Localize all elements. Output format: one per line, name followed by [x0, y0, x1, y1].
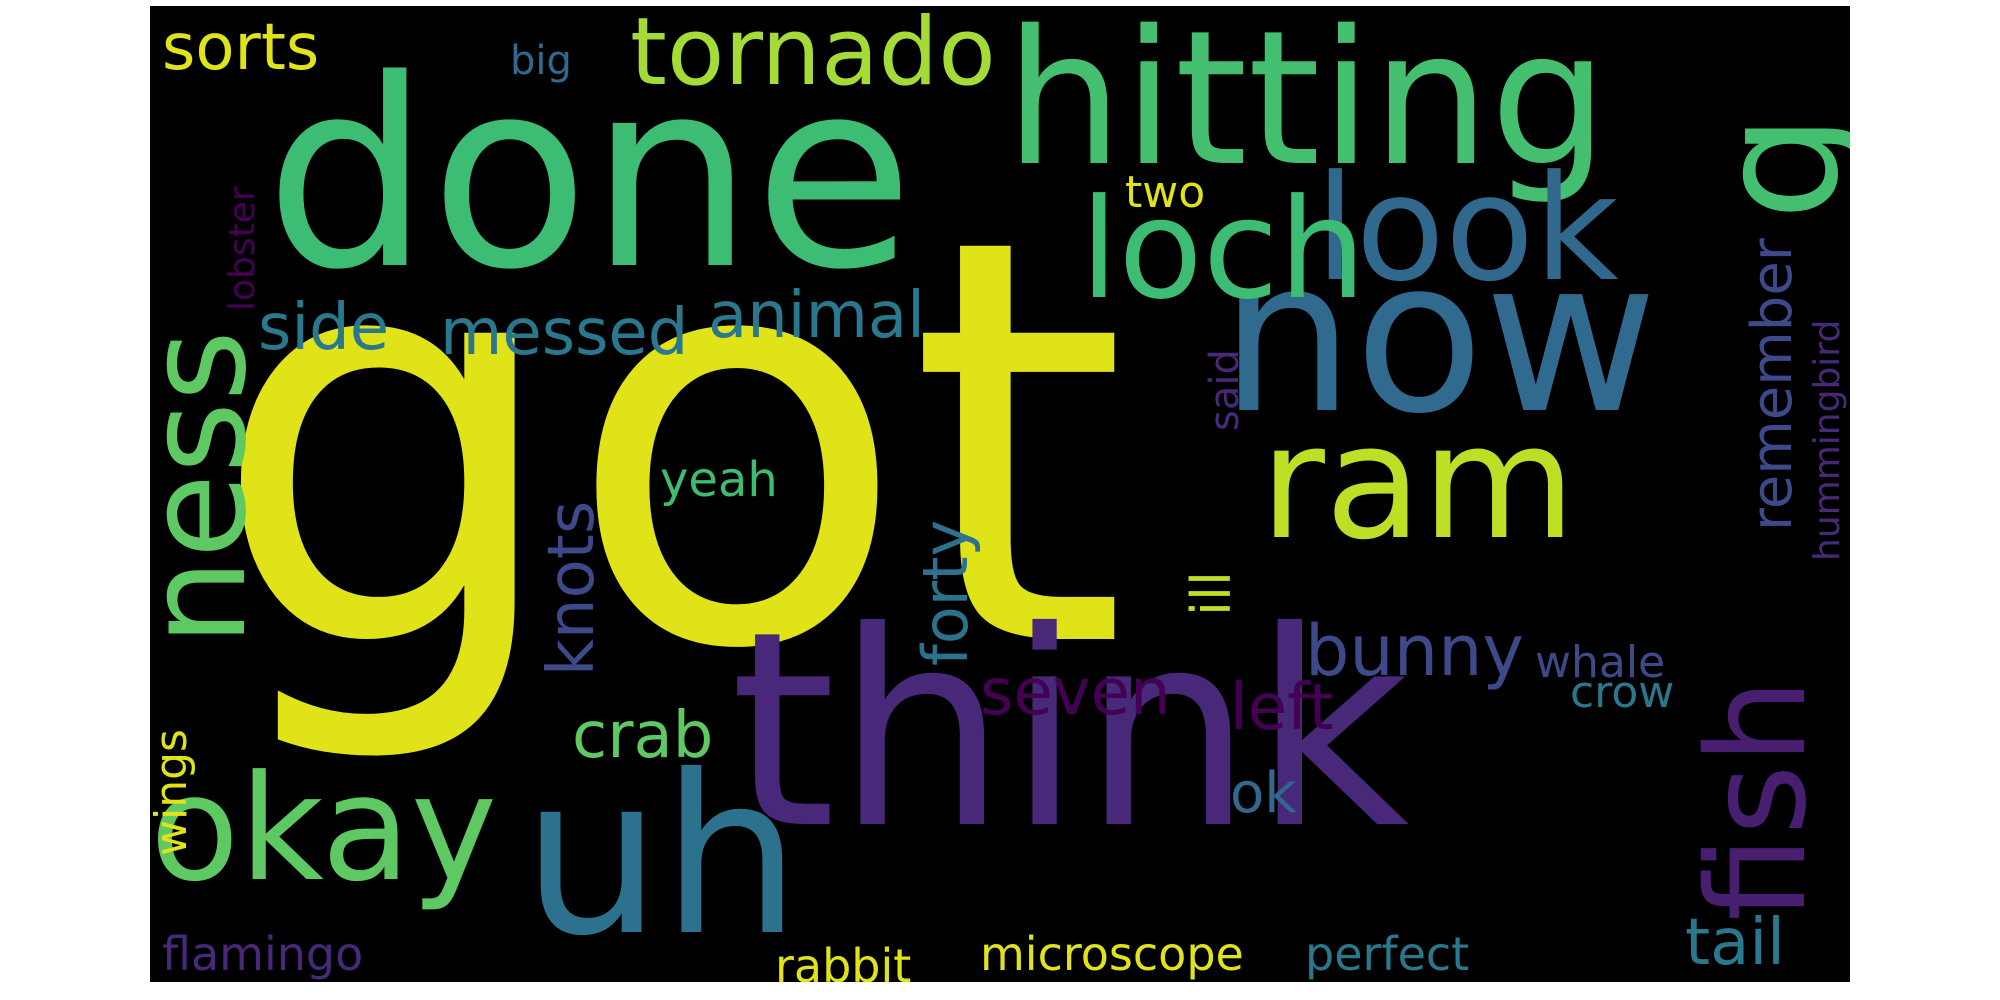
word-rabbit: rabbit	[775, 939, 912, 982]
word-look: look	[1315, 144, 1619, 314]
word-lobster: lobster	[222, 186, 263, 311]
word-flamingo: flamingo	[162, 927, 364, 981]
word-forty: forty	[909, 519, 982, 666]
word-knots: knots	[535, 500, 609, 676]
word-ram: ram	[1260, 391, 1576, 575]
word-bunny: bunny	[1305, 610, 1524, 692]
word-left: left	[1230, 671, 1334, 745]
word-seven: seven	[980, 656, 1171, 730]
word-cloud: got think done hitting now ram uh okay l…	[150, 6, 1850, 982]
word-tail: tail	[1685, 906, 1785, 980]
word-tornado: tornado	[630, 6, 996, 107]
word-g: g	[1681, 113, 1850, 221]
word-loch: loch	[1080, 169, 1367, 330]
word-uh: uh	[522, 728, 801, 982]
word-ness: ness	[150, 329, 277, 646]
word-sorts: sorts	[162, 11, 320, 85]
word-ill: ill	[1180, 570, 1243, 616]
word-think: think	[730, 573, 1410, 888]
word-side: side	[258, 291, 390, 365]
word-microscope: microscope	[980, 927, 1244, 981]
word-big: big	[510, 38, 572, 84]
word-two: two	[1125, 167, 1206, 218]
word-crow: crow	[1570, 667, 1675, 718]
word-fish: fish	[1679, 678, 1837, 921]
word-now: now	[1220, 213, 1658, 460]
word-crab: crab	[572, 699, 714, 773]
word-got: got	[210, 120, 1128, 772]
word-perfect: perfect	[1305, 927, 1470, 981]
word-animal: animal	[708, 279, 925, 353]
word-hitting: hitting	[1005, 6, 1609, 207]
word-ok: ok	[1230, 761, 1297, 826]
word-remember: remember	[1740, 238, 1805, 531]
word-whale: whale	[1535, 637, 1666, 688]
word-hummingbird: hummingbird	[1807, 319, 1848, 561]
word-done: done	[265, 25, 914, 327]
word-wings: wings	[150, 729, 197, 856]
word-messed: messed	[440, 296, 689, 370]
word-yeah: yeah	[660, 452, 778, 508]
word-okay: okay	[150, 744, 498, 914]
word-said: said	[1202, 349, 1248, 431]
